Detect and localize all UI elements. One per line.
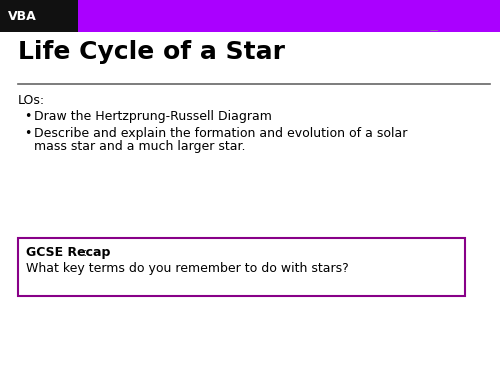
Text: :: : [83, 246, 87, 259]
Bar [0, 0, 500, 32]
Bar [18, 238, 465, 296]
Bar [0, 0, 78, 32]
Text: —: — [430, 26, 438, 35]
Text: •: • [24, 110, 32, 123]
Text: GCSE Recap: GCSE Recap [26, 246, 110, 259]
Text: VBA: VBA [8, 9, 37, 22]
Text: Describe and explain the formation and evolution of a solar: Describe and explain the formation and e… [34, 127, 407, 140]
Text: Draw the Hertzprung-Russell Diagram: Draw the Hertzprung-Russell Diagram [34, 110, 272, 123]
Text: mass star and a much larger star.: mass star and a much larger star. [34, 140, 246, 153]
Text: LOs:: LOs: [18, 94, 45, 107]
Text: What key terms do you remember to do with stars?: What key terms do you remember to do wit… [26, 262, 349, 275]
Text: Life Cycle of a Star: Life Cycle of a Star [18, 40, 285, 64]
Text: •: • [24, 127, 32, 140]
